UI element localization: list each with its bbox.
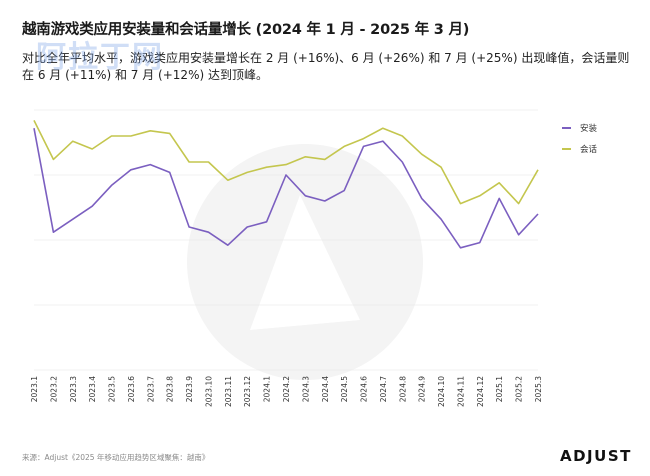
background-mark — [187, 144, 423, 380]
legend-item-installs: 安装 — [562, 118, 597, 137]
x-tick-label: 2024.11 — [457, 376, 466, 407]
source-note: 来源：Adjust《2025 年移动应用趋势区域聚焦：越南》 — [22, 453, 210, 462]
series-lines — [33, 120, 539, 249]
legend-swatch-sessions — [562, 147, 571, 150]
x-tick-label: 2025.1 — [495, 376, 504, 402]
chart-title: 越南游戏类应用安装量和会话量增长 (2024 年 1 月 - 2025 年 3 … — [22, 22, 470, 38]
legend-swatch-installs — [562, 126, 571, 129]
x-tick-label: 2023.6 — [127, 376, 136, 402]
x-tick-label: 2023.11 — [224, 376, 233, 407]
x-tick-label: 2023.10 — [205, 376, 214, 407]
x-tick-labels: 2023.1 2023.2 2023.3 2023.4 2023.5 2023.6 2023… — [30, 376, 543, 407]
legend: 安装 会话 — [562, 118, 597, 160]
x-tick-label: 2025.2 — [515, 376, 524, 402]
x-tick-label: 2024.12 — [476, 376, 485, 407]
x-tick-label: 2023.1 — [30, 376, 39, 402]
x-tick-label: 2023.12 — [243, 376, 252, 407]
x-tick-label: 2023.8 — [166, 376, 175, 402]
x-tick-label: 2023.5 — [108, 376, 117, 402]
series-line-sessions — [33, 120, 539, 205]
series-line-installs — [33, 128, 539, 249]
legend-label-sessions: 会话 — [580, 144, 598, 155]
x-tick-label: 2023.4 — [88, 376, 97, 402]
x-tick-label: 2024.4 — [321, 376, 330, 402]
x-tick-label: 2024.2 — [282, 376, 291, 402]
x-tick-label: 2024.3 — [301, 376, 310, 402]
x-tick-label: 2024.7 — [379, 376, 388, 402]
chart-subtitle: 对比全年平均水平，游戏类应用安装量增长在 2 月 (+16%)、6 月 (+26… — [22, 51, 630, 82]
x-tick-label: 2024.10 — [437, 376, 446, 407]
x-tick-label: 2024.5 — [340, 376, 349, 402]
x-tick-label: 2024.8 — [398, 376, 407, 402]
legend-label-installs: 安装 — [580, 123, 598, 134]
x-tick-label: 2023.7 — [146, 376, 155, 402]
x-tick-label: 2025.3 — [534, 376, 543, 402]
legend-item-sessions: 会话 — [562, 139, 597, 158]
x-tick-label: 2023.2 — [49, 376, 58, 402]
x-tick-label: 2024.1 — [263, 376, 272, 402]
brand-logo: ADJUST — [560, 447, 632, 465]
x-tick-label: 2024.6 — [360, 376, 369, 402]
x-tick-label: 2023.9 — [185, 376, 194, 402]
x-tick-label: 2024.9 — [418, 376, 427, 402]
x-tick-label: 2023.3 — [69, 376, 78, 402]
